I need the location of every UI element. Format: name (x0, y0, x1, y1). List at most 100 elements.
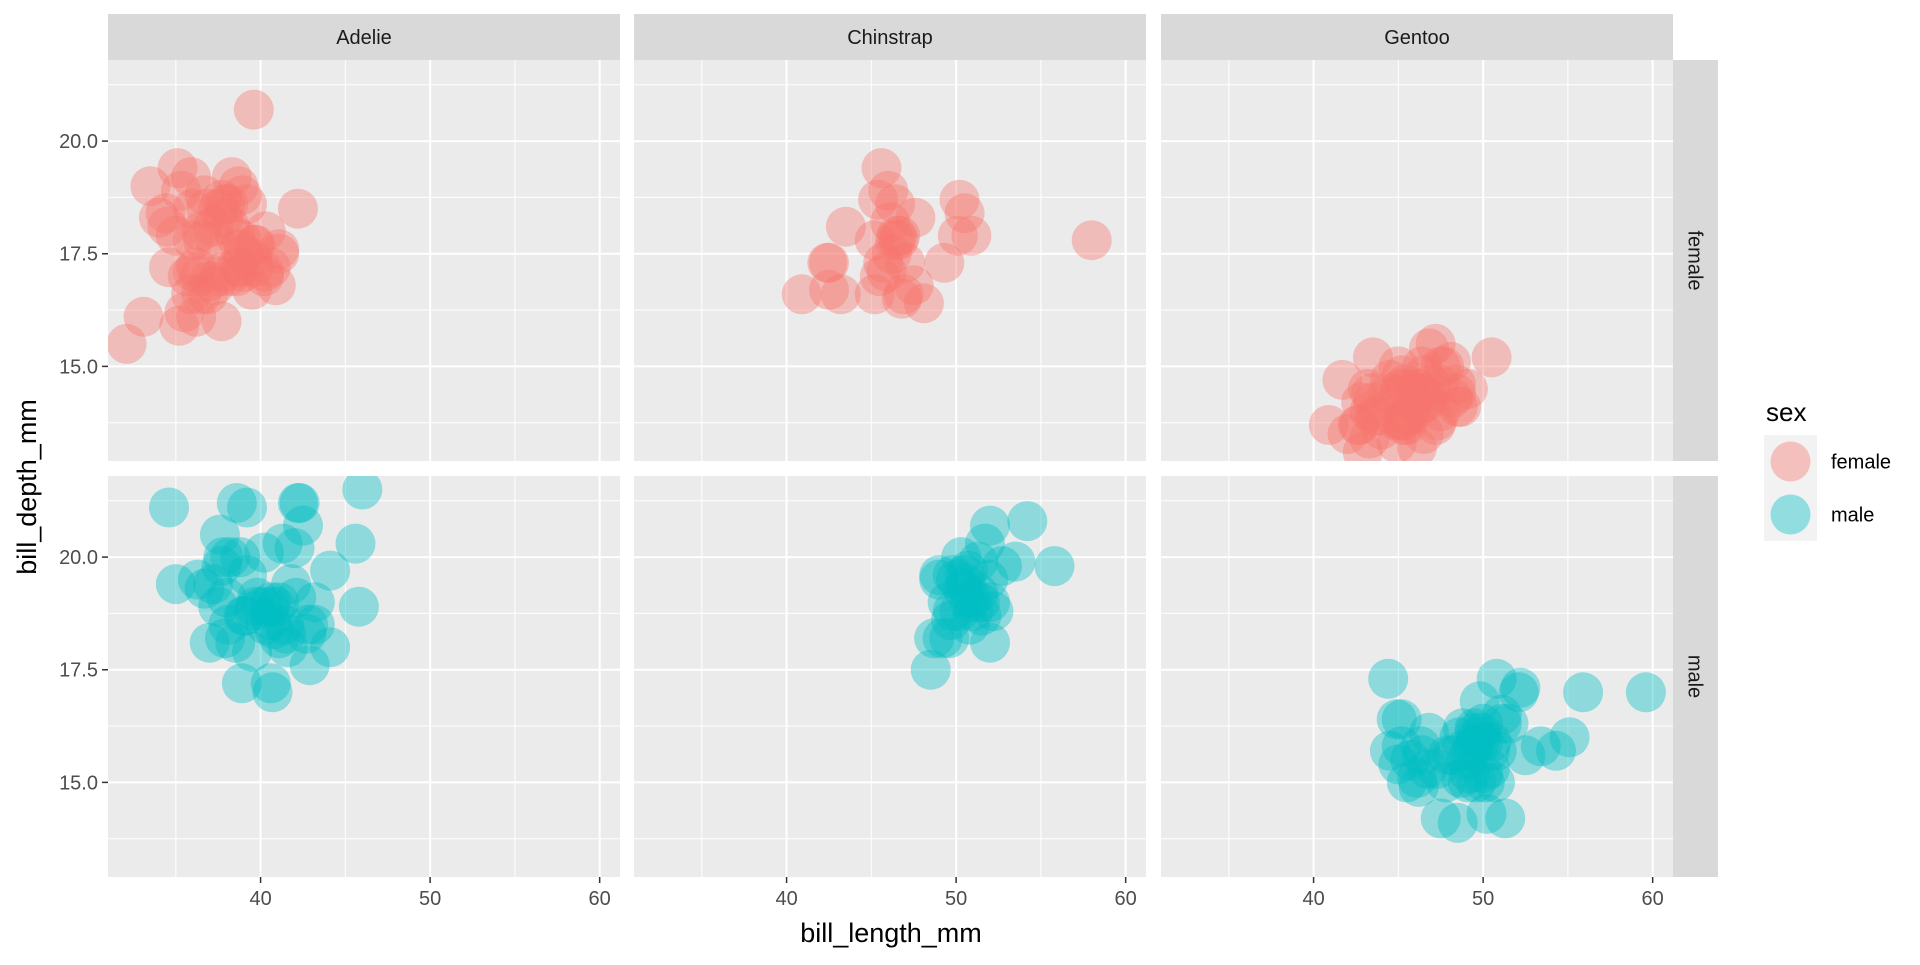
data-point (220, 229, 261, 270)
data-point (968, 559, 1009, 600)
data-point (179, 256, 220, 297)
data-point (1386, 368, 1427, 409)
data-point (176, 296, 217, 337)
data-point (946, 564, 987, 605)
data-point (177, 559, 218, 600)
data-point (958, 573, 999, 614)
data-point (1071, 220, 1112, 261)
data-point (1376, 699, 1417, 740)
data-point (157, 148, 198, 189)
data-point (123, 296, 164, 337)
panel-gentoo-male (1161, 476, 1673, 877)
legend-key-background (1764, 435, 1817, 488)
data-point (1485, 798, 1526, 839)
data-point (186, 188, 227, 229)
data-point (182, 220, 223, 261)
data-point (953, 591, 994, 632)
data-point (936, 559, 977, 600)
data-point (825, 206, 866, 247)
data-point (1447, 762, 1488, 803)
data-point (208, 184, 249, 225)
data-point (1454, 708, 1495, 749)
panel-background (1161, 60, 1673, 461)
data-point (1398, 368, 1439, 409)
data-point (1536, 730, 1576, 771)
data-point (1549, 717, 1590, 758)
data-point (172, 220, 213, 261)
data-point (1459, 681, 1500, 722)
data-point (883, 274, 924, 315)
data-point (1417, 400, 1458, 441)
data-point (1475, 762, 1515, 803)
strip-chinstrap: Chinstrap (634, 14, 1146, 60)
data-point (1454, 712, 1495, 753)
data-point (294, 604, 335, 645)
strip-label: female (1684, 230, 1706, 290)
strip-female: female (1673, 60, 1718, 461)
data-point (1381, 400, 1422, 441)
data-point (232, 269, 273, 310)
data-point (919, 559, 960, 600)
strips-layer: Adelie Chinstrap Gentoo female male (108, 14, 1718, 877)
strip-label: Adelie (336, 27, 392, 49)
data-point (184, 568, 225, 609)
data-point (1378, 744, 1419, 785)
data-point (221, 220, 262, 261)
data-point (155, 215, 196, 256)
data-point (1391, 382, 1432, 423)
data-point (189, 622, 230, 663)
data-point (223, 251, 264, 292)
strip-label: male (1684, 655, 1706, 698)
data-point (958, 541, 999, 582)
data-point (944, 193, 985, 234)
strip-label: Gentoo (1384, 27, 1450, 49)
data-point (242, 586, 283, 627)
data-point (206, 577, 247, 618)
data-point (871, 233, 912, 274)
data-point (1625, 672, 1666, 713)
data-point (205, 618, 245, 659)
data-point (277, 188, 318, 229)
data-point (948, 550, 988, 591)
data-point (881, 278, 922, 319)
data-point (149, 487, 189, 528)
data-point (160, 170, 201, 211)
legend-key-symbol (1770, 494, 1811, 535)
data-point (1464, 762, 1505, 803)
data-point (255, 265, 296, 306)
data-point (1420, 346, 1461, 387)
data-point (1432, 377, 1473, 418)
data-point (1380, 368, 1420, 409)
data-point (250, 600, 291, 641)
data-point (1339, 405, 1380, 445)
data-point (1461, 712, 1502, 753)
data-point (198, 188, 239, 229)
data-point (1376, 400, 1417, 441)
data-point (211, 157, 252, 198)
data-point (895, 197, 936, 238)
data-point (1427, 735, 1468, 776)
data-point (289, 645, 330, 686)
data-point (227, 184, 267, 225)
data-point (809, 269, 849, 310)
x-tick-label: 40 (1302, 888, 1324, 910)
data-point (201, 179, 242, 220)
x-tick-label: 60 (1115, 888, 1137, 910)
data-point (927, 582, 968, 623)
strip-background (1673, 476, 1718, 877)
data-point (164, 292, 205, 333)
y-tick-label: 17.5 (59, 660, 98, 682)
panel-background (108, 60, 620, 461)
panel-points (149, 476, 383, 713)
data-point (1481, 694, 1522, 735)
x-tick-label: 50 (945, 888, 967, 910)
data-point (1368, 373, 1409, 414)
data-point (283, 505, 323, 546)
data-point (1408, 328, 1449, 369)
data-point (288, 604, 329, 645)
data-point (1469, 748, 1510, 789)
data-point (172, 188, 213, 229)
data-point (138, 197, 179, 238)
data-point (227, 487, 267, 528)
panel-background (1161, 476, 1673, 877)
